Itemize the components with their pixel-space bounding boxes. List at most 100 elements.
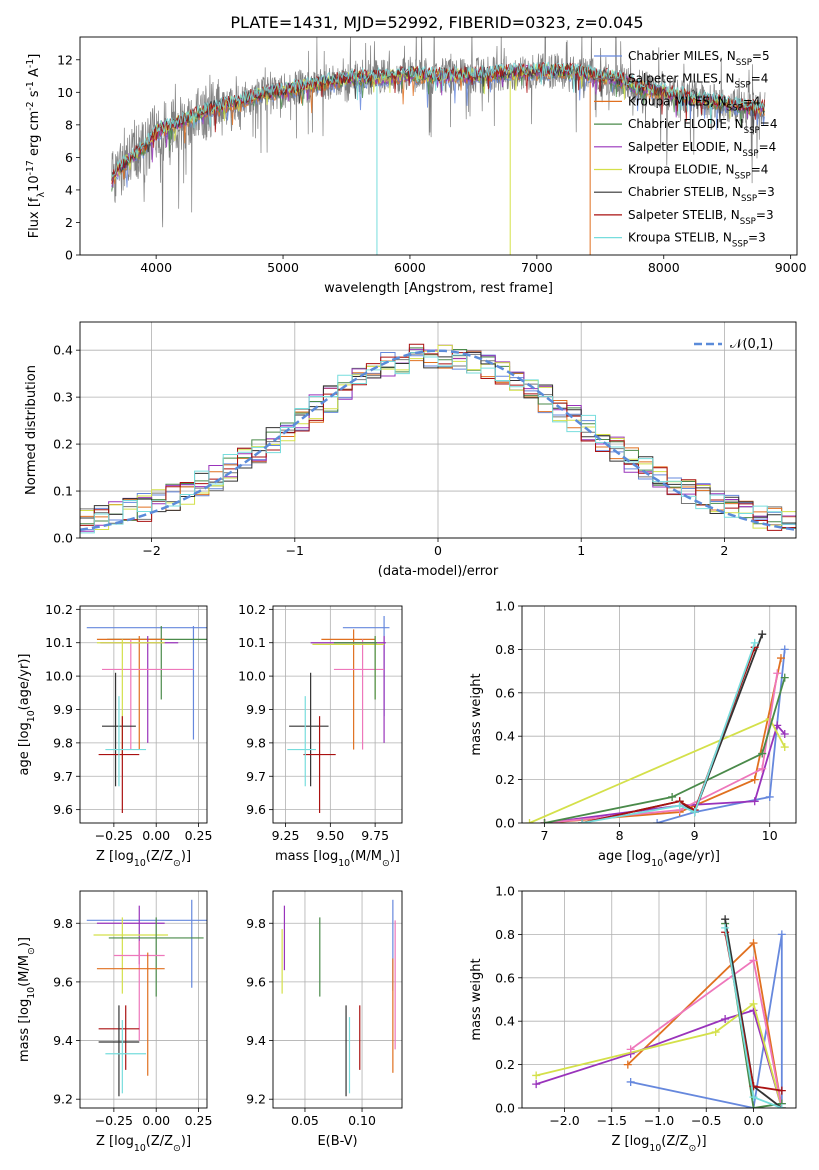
x-tick-label: 9: [691, 828, 699, 843]
plus-marker: [749, 939, 758, 948]
x-tick-label: 0.25: [185, 828, 213, 843]
plus-marker: [780, 730, 789, 739]
y-tick-label: 9.6: [246, 974, 266, 989]
y-tick-label: 10: [57, 85, 73, 100]
ebv-vs-mass-panel: 0.05 0.10 9.2 9.4 9.6 9.8 E(B-V): [246, 890, 403, 1149]
plus-marker: [777, 1086, 786, 1095]
x-tick-label: 0.00: [142, 1113, 170, 1128]
plus-marker: [750, 775, 759, 784]
legend-entry-label: Kroupa ELODIE, NSSP=4: [628, 163, 768, 182]
x-tick-label: −2: [142, 543, 160, 558]
residuals-histogram-panel: −2 −1 0 1 2 0.0 0.1 0.2 0.3 0.4 (data-model)/error…: [24, 321, 797, 579]
x-tick-label: −1.5: [597, 1113, 627, 1128]
plus-marker: [626, 1045, 635, 1054]
y-axis-label: Flux [fλ10-17 erg cm-2 s-1 A-1]: [25, 54, 47, 239]
legend-entry-label: Salpeter STELIB, NSSP=3: [628, 208, 774, 227]
x-tick-label: 1: [577, 543, 585, 558]
plus-marker: [749, 1104, 758, 1108]
mass-weight-line: [535, 1002, 783, 1108]
y-tick-label: 9.8: [246, 735, 266, 750]
plot-area: [86, 899, 207, 1097]
y-tick-label: 10.2: [45, 602, 73, 617]
y-tick-label: 4: [65, 182, 73, 197]
y-tick-label: 0.6: [495, 685, 515, 700]
y-tick-label: 9.2: [53, 1092, 73, 1107]
plus-marker: [532, 1080, 541, 1089]
y-tick-label: 0.4: [495, 729, 515, 744]
y-tick-label: 10.1: [45, 635, 73, 650]
y-tick-label: 0.3: [53, 390, 73, 405]
plus-marker: [777, 930, 786, 939]
y-axis-label: Normed distribution: [24, 365, 39, 495]
x-axis-label: Z [log10(Z/Z⊙)]: [611, 1134, 706, 1154]
plus-marker: [532, 1071, 541, 1080]
plus-marker: [668, 792, 677, 801]
plus-marker: [540, 819, 549, 823]
x-axis-label: Z [log10(Z/Z⊙)]: [96, 1134, 191, 1154]
plus-marker: [750, 797, 759, 806]
y-tick-label: 8: [65, 117, 73, 132]
plot-area: [281, 899, 396, 1097]
model-spectrum-line: [111, 61, 765, 178]
x-axis-label: wavelength [Angstrom, rest frame]: [324, 281, 553, 296]
mass-weight-line: [581, 642, 756, 823]
x-axis-label: age [log10(age/yr)]: [598, 849, 720, 869]
y-tick-label: 10.0: [238, 669, 266, 684]
x-tick-label: 7: [541, 828, 549, 843]
legend-entry-label: Chabrier ELODIE, NSSP=4: [628, 117, 777, 136]
x-tick-label: −0.5: [691, 1113, 721, 1128]
x-tick-label: −1: [286, 543, 304, 558]
y-tick-label: 0.8: [495, 927, 515, 942]
plot-area: [111, 37, 766, 255]
y-tick-label: 1.0: [495, 599, 515, 614]
y-tick-label: 0.0: [495, 1101, 515, 1116]
y-tick-label: 10.0: [45, 669, 73, 684]
axes-frame: [521, 605, 797, 824]
x-tick-label: 0.05: [291, 1113, 319, 1128]
plus-marker: [758, 764, 767, 773]
y-tick-label: 9.9: [53, 702, 73, 717]
axes-frame: [272, 605, 403, 824]
x-tick-label: 6000: [394, 260, 426, 275]
plus-marker: [711, 1028, 720, 1037]
x-tick-label: 10: [762, 828, 778, 843]
y-tick-label: 9.9: [246, 702, 266, 717]
z-vs-age-panel: −0.25 0.00 0.25 9.6 9.7 9.8 9.9 10.0 10.1 10.2 Z […: [17, 602, 213, 869]
y-tick-label: 0.6: [495, 970, 515, 985]
x-tick-label: 0.00: [142, 828, 170, 843]
x-tick-label: −0.25: [95, 1113, 133, 1128]
spectrum-panel: 4000 5000 6000 7000 8000 9000 0 2 4 6 8 10 12 wavelen…: [25, 36, 807, 296]
legend-entry-label: Kroupa STELIB, NSSP=3: [628, 231, 766, 250]
y-tick-label: 0.2: [495, 772, 515, 787]
y-tick-label: 0.8: [495, 642, 515, 657]
plus-marker: [721, 1015, 730, 1024]
mass-vs-age-panel: 9.25 9.50 9.75 9.6 9.7 9.8 9.9 10.0 10.1 10.2 mass…: [238, 602, 403, 869]
mass-weight-line: [529, 717, 786, 823]
plot-area: [287, 616, 390, 813]
z-vs-mass-weight-panel: −2.0 −1.5 −1.0 −0.5 0.0 0.0 0.2 0.4 0.6 0.8 1.0 Z […: [469, 884, 797, 1154]
y-tick-label: 9.8: [246, 916, 266, 931]
axes-frame: [272, 890, 403, 1109]
y-tick-label: 10.1: [238, 635, 266, 650]
plus-marker: [780, 743, 789, 752]
legend-entry-label: Chabrier STELIB, NSSP=3: [628, 185, 775, 204]
plus-marker: [623, 1060, 632, 1069]
x-tick-label: 0.0: [744, 1113, 764, 1128]
y-tick-label: 9.6: [53, 802, 73, 817]
y-tick-label: 0.1: [53, 484, 73, 499]
y-tick-label: 9.8: [53, 916, 73, 931]
y-tick-label: 2: [65, 215, 73, 230]
mass-weight-line: [544, 677, 786, 823]
y-tick-label: 9.7: [246, 769, 266, 784]
x-tick-label: 4000: [140, 260, 172, 275]
spectrum-legend: Chabrier MILES, NSSP=5 Salpeter MILES, NS…: [594, 49, 777, 250]
y-tick-label: 6: [65, 150, 73, 165]
y-axis-label: mass [log10(M/M⊙)]: [17, 937, 37, 1062]
axes-frame: [79, 36, 798, 256]
x-tick-label: 0.25: [185, 1113, 213, 1128]
x-tick-label: 5000: [267, 260, 299, 275]
x-axis-label: mass [log10(M/M⊙)]: [275, 849, 400, 869]
y-tick-label: 0: [65, 248, 73, 263]
plot-area: [86, 626, 207, 813]
